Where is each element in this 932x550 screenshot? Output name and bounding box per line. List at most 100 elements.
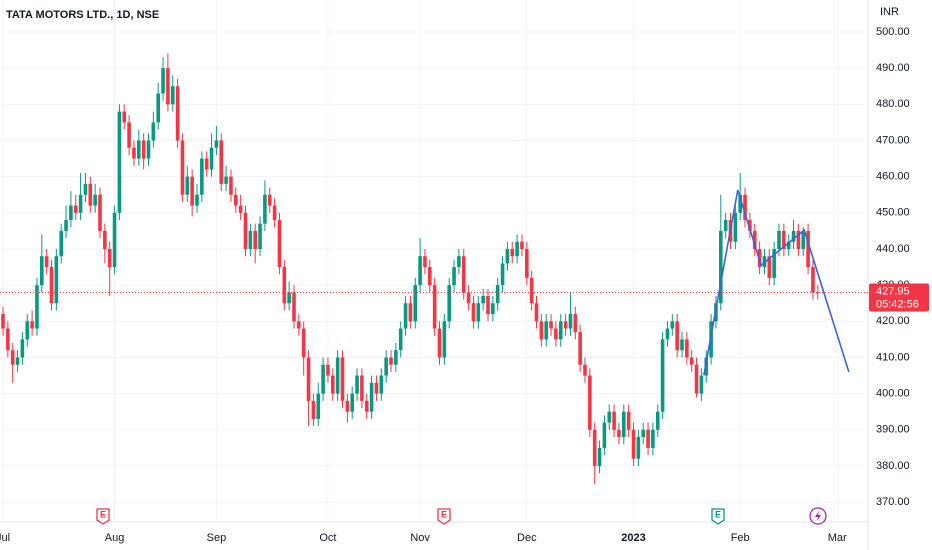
candle-body: [607, 411, 612, 423]
candle-body: [495, 285, 500, 304]
candle-body: [719, 230, 723, 304]
candle-body: [694, 364, 699, 394]
candle-body: [229, 176, 233, 195]
candle-body: [369, 382, 374, 412]
candle-body: [515, 241, 519, 257]
candle-body: [539, 321, 544, 340]
svg-text:E: E: [441, 509, 447, 519]
candle-body: [617, 429, 621, 438]
candle-body: [360, 375, 364, 401]
candle-body: [127, 122, 131, 148]
candle-body: [93, 194, 97, 206]
candle-body: [689, 357, 694, 365]
candle-body: [588, 375, 592, 430]
candle-body: [665, 328, 670, 340]
candle-body: [738, 194, 742, 213]
earnings-icon[interactable]: E: [437, 508, 451, 525]
candle-body: [568, 314, 573, 329]
candle-body: [437, 328, 442, 358]
candle-body: [214, 140, 219, 148]
x-tick-label: Feb: [731, 532, 750, 544]
candle-body: [563, 321, 568, 329]
candle-body: [20, 339, 25, 358]
earnings-icons: E E E: [96, 507, 827, 525]
candle-body: [340, 357, 345, 401]
y-tick-label: 490.00: [876, 62, 910, 74]
candle-body: [69, 205, 73, 221]
candle-body: [10, 350, 15, 365]
candle-body: [287, 292, 291, 304]
x-tick-label: Aug: [105, 532, 125, 544]
candle-body: [258, 223, 262, 249]
candle-body: [636, 437, 641, 459]
last-price-badge: [869, 283, 929, 312]
candle-body: [306, 357, 311, 401]
candle-body: [185, 176, 190, 195]
candle-body: [733, 212, 738, 242]
x-tick-label: Sep: [207, 532, 227, 544]
candle-body: [704, 357, 709, 376]
candle-body: [418, 256, 422, 286]
x-tick-label: Nov: [410, 532, 430, 544]
candle-body: [680, 339, 684, 351]
candle-body: [772, 248, 776, 278]
candle-body: [248, 230, 253, 249]
candle-body: [432, 285, 437, 329]
candle-body: [54, 256, 59, 304]
earnings-icon[interactable]: E: [711, 508, 725, 525]
candle-body: [384, 357, 388, 376]
candle-body: [816, 292, 820, 294]
candle-body: [316, 393, 321, 419]
candles: [0, 53, 868, 485]
candle-body: [806, 230, 810, 268]
candle-body: [660, 339, 665, 412]
candle-body: [15, 357, 20, 365]
candle-body: [612, 411, 616, 430]
candle-body: [64, 220, 68, 231]
currency: INR: [880, 6, 899, 18]
candle-body: [592, 429, 597, 466]
candle-body: [35, 285, 39, 329]
candle-body: [428, 267, 432, 286]
candle-body: [748, 220, 752, 231]
candle-body: [699, 375, 704, 394]
candle-body: [137, 140, 141, 159]
candle-body: [292, 292, 296, 322]
candle-body: [655, 411, 660, 430]
y-tick-label: 410.00: [876, 351, 910, 363]
x-tick-label: 2023: [621, 532, 645, 544]
candle-body: [466, 292, 471, 304]
x-tick-label: Mar: [828, 532, 847, 544]
candle-body: [631, 429, 636, 459]
candle-body: [646, 429, 650, 448]
candle-body: [112, 212, 117, 268]
event-icon[interactable]: [809, 507, 827, 525]
candle-body: [476, 303, 481, 322]
svg-text:E: E: [100, 509, 106, 519]
candle-body: [481, 295, 485, 304]
y-tick-label: 390.00: [876, 424, 910, 436]
candle-body: [170, 86, 175, 105]
candle-body: [743, 194, 747, 221]
earnings-icon[interactable]: E: [96, 508, 110, 525]
candle-body: [500, 263, 505, 286]
candle-body: [107, 248, 112, 268]
candle-body: [486, 295, 490, 315]
candle-body: [675, 321, 679, 351]
candle-body: [403, 303, 408, 329]
svg-text:E: E: [715, 509, 721, 519]
candle-body: [132, 147, 136, 159]
y-tick-label: 460.00: [876, 171, 910, 183]
candle-body: [83, 183, 88, 195]
candle-body: [282, 267, 287, 304]
candle-body: [670, 321, 675, 329]
candle-body: [117, 111, 122, 213]
y-tick-label: 420.00: [876, 315, 910, 327]
candle-body: [25, 321, 30, 340]
candle-body: [379, 375, 384, 394]
candle-body: [190, 176, 194, 206]
candle-body: [122, 111, 127, 123]
candle-body: [219, 140, 224, 184]
candle-body: [471, 303, 476, 322]
